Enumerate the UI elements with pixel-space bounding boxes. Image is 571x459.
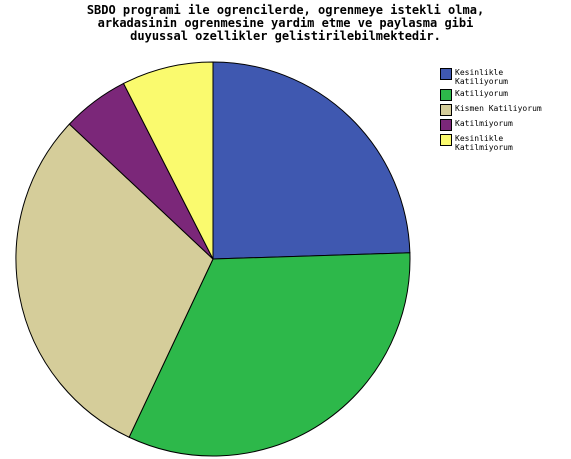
legend-swatch-5 [440,134,452,146]
chart-title: SBDO programi ile ogrencilerde, ogrenmey… [0,4,571,43]
legend-item-5: Kesinlikle Katilmiyorum [440,134,571,152]
pie-slice-5 [122,61,214,260]
legend-label-5: Kesinlikle Katilmiyorum [455,134,513,152]
legend-item-3: Kismen Katiliyorum [440,104,571,116]
chart-title-line-1: SBDO programi ile ogrencilerde, ogrenmey… [86,3,485,17]
chart-title-line-2: arkadasinin ogrenmesine yardim etme ve p… [97,16,474,30]
pie-slices [15,61,411,457]
chart-legend: Kesinlikle Katiliyorum Katiliyorum Kismen … [440,68,571,155]
legend-swatch-2 [440,89,452,101]
legend-label-2: Katiliyorum [455,89,508,98]
pie-slice-1 [212,61,411,260]
pie-slice-2 [128,252,411,457]
legend-label-1: Kesinlikle Katiliyorum [455,68,508,86]
legend-label-4: Katilmiyorum [455,119,513,128]
legend-item-4: Katilmiyorum [440,119,571,131]
pie-slice-3 [15,123,214,438]
legend-item-1: Kesinlikle Katiliyorum [440,68,571,86]
legend-item-2: Katiliyorum [440,89,571,101]
legend-label-3: Kismen Katiliyorum [455,104,542,113]
legend-swatch-4 [440,119,452,131]
legend-swatch-3 [440,104,452,116]
chart-title-line-3: duyussal ozellikler gelistirilebilmekted… [130,29,441,43]
legend-swatch-1 [440,68,452,80]
